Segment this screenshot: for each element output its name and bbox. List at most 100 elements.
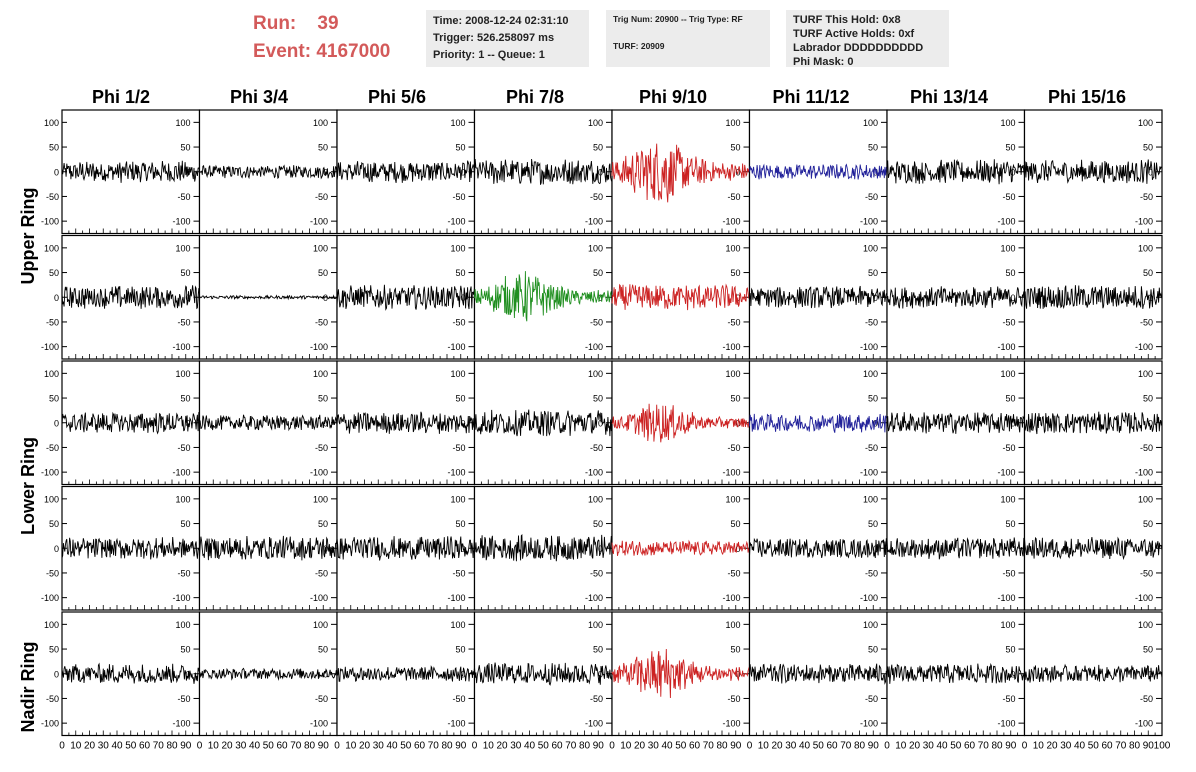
y-tick-label: 50 xyxy=(180,519,190,529)
x-tick-label: 90 xyxy=(180,741,192,752)
y-tick-label: -50 xyxy=(177,443,190,453)
waveform-trace-r4-c1 xyxy=(61,536,200,560)
y-tick-label: 50 xyxy=(593,268,603,278)
y-tick-label-left: 100 xyxy=(44,369,59,379)
y-tick-label: -100 xyxy=(447,342,465,352)
y-tick-label: -50 xyxy=(590,694,603,704)
y-tick-label: -50 xyxy=(865,192,878,202)
y-tick-label: 100 xyxy=(588,494,603,504)
y-tick-label-left: 0 xyxy=(54,544,59,554)
waveform-trace-r3-c2 xyxy=(199,414,338,432)
y-tick-label: -50 xyxy=(315,192,328,202)
y-tick-label-left: -50 xyxy=(46,192,59,202)
x-tick-label: 0 xyxy=(59,741,65,752)
y-tick-label: 100 xyxy=(313,243,328,253)
y-tick-label: 100 xyxy=(725,620,740,630)
y-tick-label: 0 xyxy=(735,669,740,679)
y-tick-label: -50 xyxy=(727,568,740,578)
y-tick-label: 50 xyxy=(318,268,328,278)
y-tick-label-left: 0 xyxy=(54,167,59,177)
y-tick-label: -100 xyxy=(722,217,740,227)
waveform-trace-r2-c6 xyxy=(749,285,888,309)
turf-active-holds-text: TURF Active Holds: 0xf xyxy=(793,28,915,40)
x-tick-label: 50 xyxy=(675,741,687,752)
y-tick-label: 50 xyxy=(730,268,740,278)
y-tick-label: 100 xyxy=(450,620,465,630)
x-tick-label: 50 xyxy=(950,741,962,752)
y-tick-label-left: 100 xyxy=(44,243,59,253)
y-tick-label: -100 xyxy=(585,719,603,729)
x-tick-label: 10 xyxy=(345,741,357,752)
trigger-text: Trigger: 526.258097 ms xyxy=(433,32,555,44)
x-tick-label: 20 xyxy=(359,741,371,752)
x-tick-label: 30 xyxy=(785,741,797,752)
waveform-trace-r3-c1 xyxy=(61,411,200,435)
y-tick-label: -100 xyxy=(585,468,603,478)
x-tick-label: 70 xyxy=(290,741,302,752)
run-value: 39 xyxy=(317,13,339,34)
y-tick-label: -50 xyxy=(1002,694,1015,704)
y-tick-label: 100 xyxy=(450,118,465,128)
y-tick-label: -50 xyxy=(452,568,465,578)
trig-num-text: Trig Num: 20900 -- Trig Type: RF xyxy=(613,14,743,24)
y-tick-label: -50 xyxy=(1140,568,1153,578)
x-tick-label: 90 xyxy=(1143,741,1155,752)
y-tick-label: -50 xyxy=(452,192,465,202)
y-tick-label: 100 xyxy=(863,494,878,504)
y-tick-label-left: -50 xyxy=(46,317,59,327)
x-tick-label: 70 xyxy=(428,741,440,752)
x-tick-label: 70 xyxy=(1115,741,1127,752)
time-text: Time: 2008-12-24 02:31:10 xyxy=(433,15,569,27)
y-tick-label-left: -100 xyxy=(41,342,59,352)
y-tick-label-left: 0 xyxy=(54,418,59,428)
column-title-phi-3-4: Phi 3/4 xyxy=(229,87,289,107)
y-tick-label: 50 xyxy=(593,645,603,655)
y-tick-label-left: 50 xyxy=(49,268,59,278)
column-title-phi-9-10: Phi 9/10 xyxy=(638,87,708,107)
y-tick-label: 100 xyxy=(313,620,328,630)
y-tick-label: -100 xyxy=(447,593,465,603)
y-tick-label: 50 xyxy=(868,268,878,278)
x-tick-label: 30 xyxy=(98,741,110,752)
y-tick-label: -50 xyxy=(727,443,740,453)
y-tick-label: 0 xyxy=(873,293,878,303)
waveform-trace-r4-c8 xyxy=(1024,536,1163,561)
y-tick-label-left: -50 xyxy=(46,694,59,704)
waveform-trace-r4-c7 xyxy=(886,537,1025,560)
waveform-trace-r4-c6 xyxy=(749,537,888,559)
y-tick-label: 0 xyxy=(460,167,465,177)
x-tick-label: 70 xyxy=(153,741,165,752)
waveform-trace-r4-c3 xyxy=(336,536,475,561)
y-tick-label: -50 xyxy=(177,192,190,202)
x-tick-label: 80 xyxy=(991,741,1003,752)
y-tick-label: 0 xyxy=(185,418,190,428)
waveform-trace-r1-c4 xyxy=(474,158,613,185)
y-tick-label: 50 xyxy=(730,645,740,655)
waveform-trace-r5-c5 xyxy=(611,648,750,699)
x-tick-label: 0 xyxy=(884,741,890,752)
y-tick-label: 50 xyxy=(1005,143,1015,153)
x-tick-label: 80 xyxy=(854,741,866,752)
x-tick-label: 0 xyxy=(334,741,340,752)
y-tick-label: 50 xyxy=(1143,143,1153,153)
waveform-trace-r5-c8 xyxy=(1024,663,1163,683)
panel-frame-r3-c7 xyxy=(886,360,1026,486)
x-tick-label: 30 xyxy=(373,741,385,752)
waveform-trace-r2-c8 xyxy=(1024,285,1163,310)
y-tick-label-left: 50 xyxy=(49,645,59,655)
waveform-trace-r5-c2 xyxy=(199,667,338,681)
x-tick-label: 50 xyxy=(538,741,550,752)
y-tick-label-left: 100 xyxy=(44,494,59,504)
panel-frame-r1-c5 xyxy=(611,109,751,235)
x-tick-label: 40 xyxy=(249,741,261,752)
x-tick-label: 70 xyxy=(565,741,577,752)
y-tick-label: 0 xyxy=(460,418,465,428)
y-tick-label-left: -100 xyxy=(41,593,59,603)
y-tick-label: 50 xyxy=(455,268,465,278)
waveform-trace-r4-c4 xyxy=(474,534,613,562)
column-title-phi-13-14: Phi 13/14 xyxy=(909,87,989,107)
y-tick-label: 100 xyxy=(1138,494,1153,504)
x-tick-label: 90 xyxy=(1005,741,1017,752)
run-label: Run: xyxy=(253,13,297,34)
y-tick-label: 50 xyxy=(180,394,190,404)
